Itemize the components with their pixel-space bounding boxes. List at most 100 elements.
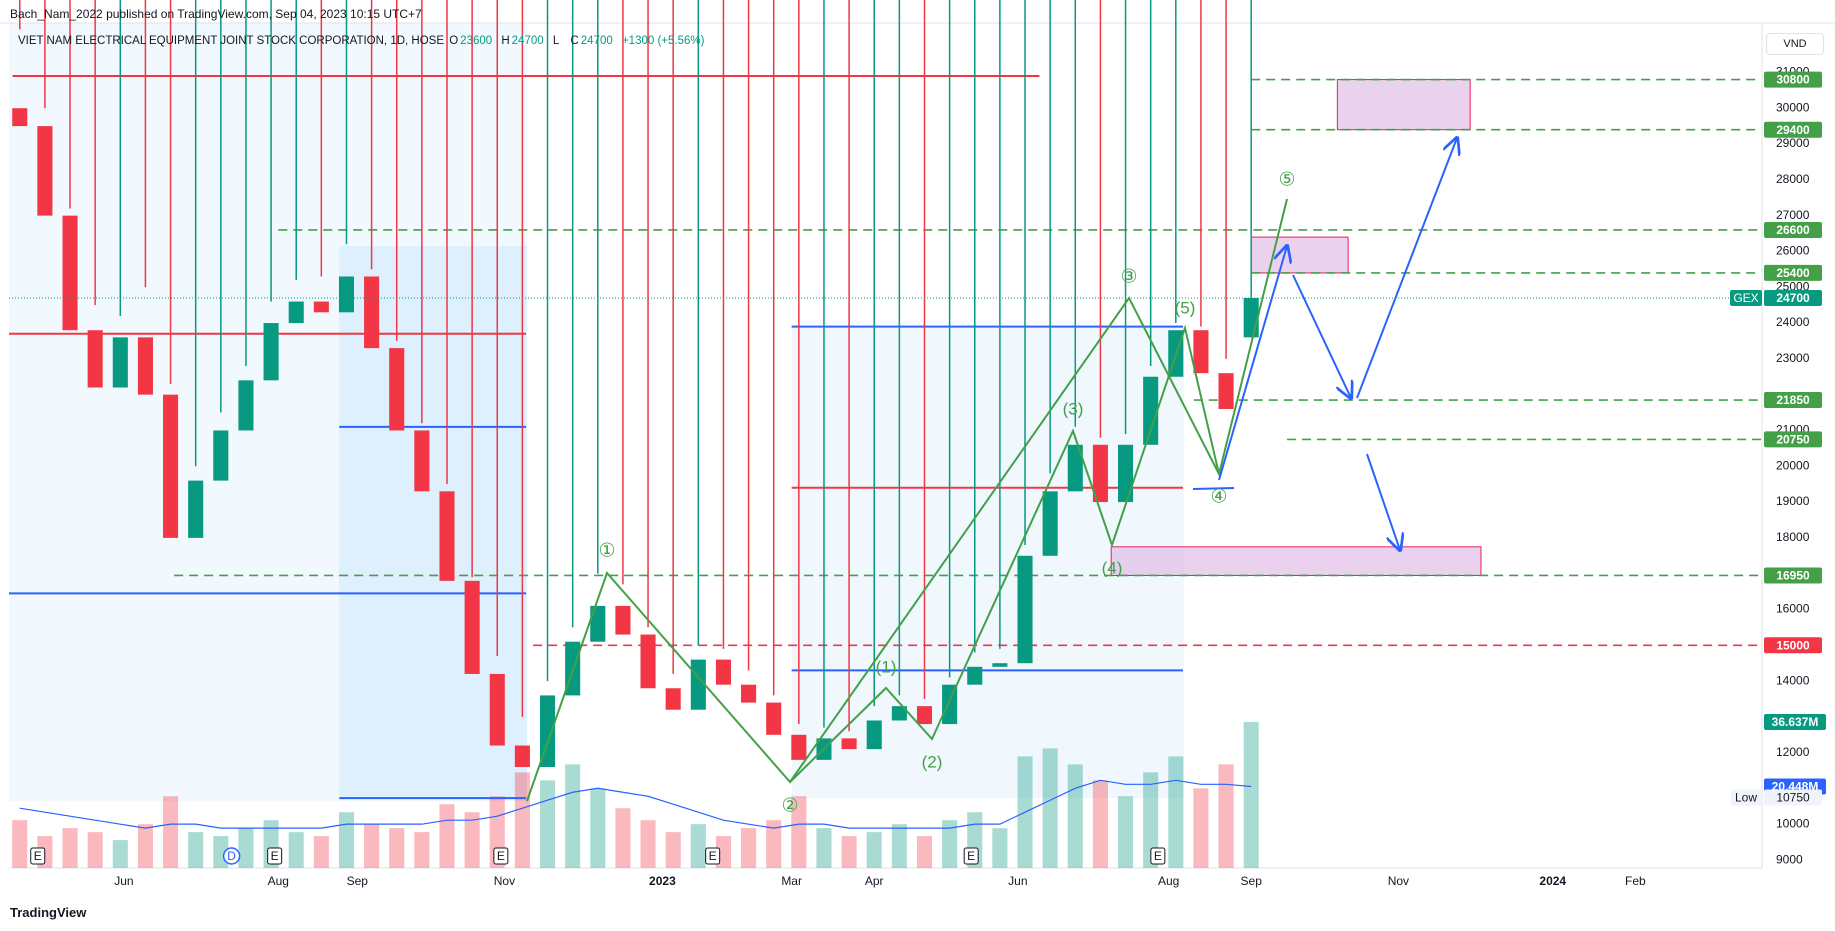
candle-body <box>1067 444 1083 492</box>
volume-bar <box>615 808 631 868</box>
low-tag-box <box>1731 789 1762 806</box>
candle-body <box>439 491 455 581</box>
candle-body <box>590 605 606 642</box>
candle-body <box>715 659 731 685</box>
y-tick-label: 30000 <box>1776 100 1810 114</box>
volume-bar <box>1042 748 1058 868</box>
y-tick-label: 24000 <box>1776 315 1810 329</box>
candle-body <box>263 323 279 381</box>
level-price-box <box>1764 71 1822 88</box>
symbol-tag: GEX <box>1733 291 1758 305</box>
candle-body <box>414 430 430 492</box>
currency-button[interactable]: VND <box>1766 33 1824 55</box>
last-price-label: 24700 <box>1776 291 1810 305</box>
arrow <box>1366 453 1400 550</box>
candle-body <box>87 330 103 388</box>
x-tick-label: Aug <box>1158 874 1179 888</box>
volume-label-box <box>1764 713 1826 730</box>
event-marker <box>267 847 283 865</box>
volume-bar <box>338 812 355 868</box>
volume-bar <box>539 780 556 868</box>
level-price-box <box>1764 121 1822 138</box>
y-tick-label: 14000 <box>1776 673 1810 687</box>
footer-logo: TradingView <box>10 905 87 920</box>
candle-body <box>841 738 857 750</box>
volume-bar <box>916 836 933 868</box>
event-label: E <box>967 849 975 863</box>
wave-label: ⑤ <box>1278 169 1295 191</box>
event-label: E <box>34 849 42 863</box>
candle-body <box>916 706 933 725</box>
event-marker <box>1150 847 1166 865</box>
candle-body <box>313 301 329 313</box>
volume-bar <box>565 764 581 868</box>
wave-label: ④ <box>1210 486 1227 508</box>
event-marker <box>705 847 721 865</box>
volume-bar <box>942 820 958 868</box>
candle-body <box>766 702 782 735</box>
low-price-box <box>1764 789 1822 806</box>
x-tick-label: Jun <box>1008 874 1027 888</box>
ohlc-value: 24700 <box>511 35 544 47</box>
low-price-label: 10750 <box>1776 791 1810 805</box>
y-tick-label: 10000 <box>1776 816 1810 830</box>
volume-bar <box>1193 788 1209 868</box>
event-label: D <box>227 849 236 863</box>
volume-bar <box>62 828 78 868</box>
volume-bar <box>414 832 430 868</box>
drawing-line <box>1192 487 1235 490</box>
legend: VIET NAM ELECTRICAL EQUIPMENT JOINT STOC… <box>18 35 710 47</box>
target-zone <box>1336 79 1471 131</box>
volume-ma-line <box>19 779 1252 829</box>
event-marker <box>30 847 46 865</box>
candle-body <box>163 394 179 538</box>
candle-body <box>37 126 53 216</box>
level-price-box <box>1764 567 1822 584</box>
volume-bar <box>841 836 857 868</box>
volume-bar <box>313 836 329 868</box>
candle-body <box>992 663 1008 667</box>
candle-body <box>1143 376 1159 445</box>
volume-bar <box>741 828 757 868</box>
candle-body <box>137 337 153 395</box>
candle-body <box>665 688 681 710</box>
x-tick-label: Jun <box>114 874 133 888</box>
level-price-label: 15000 <box>1776 638 1810 652</box>
x-tick-label: Nov <box>1388 874 1409 888</box>
wave-label: (3) <box>1063 399 1084 418</box>
candle-body <box>539 695 556 768</box>
volume-bar <box>891 824 907 868</box>
candle-body <box>615 605 631 635</box>
x-tick-label: Sep <box>347 874 369 888</box>
wave-label: (2) <box>922 752 943 771</box>
volume-bar <box>816 828 832 868</box>
y-tick-label: 20000 <box>1776 458 1810 472</box>
symbol-tag-box <box>1730 289 1762 306</box>
event-marker <box>222 847 241 865</box>
volume-bar <box>766 820 782 868</box>
volume-bar <box>439 804 455 868</box>
y-tick-label: 19000 <box>1776 494 1810 508</box>
volume-bar <box>1067 764 1083 868</box>
x-tick-label: 2024 <box>1539 874 1566 888</box>
volume-bar <box>1218 764 1234 868</box>
volume-bar <box>1092 780 1108 868</box>
volume-bar <box>364 824 380 868</box>
volume-bar <box>464 812 480 868</box>
y-tick-label: 18000 <box>1776 530 1810 544</box>
candle-body <box>967 666 983 685</box>
event-label: E <box>1154 849 1162 863</box>
candle-body <box>112 337 128 388</box>
y-tick-label: 12000 <box>1776 745 1810 759</box>
axis-layer: 9000 10000 12000 14000 16000 18000 19000 20000 2… <box>30 65 1826 888</box>
candle-body <box>514 745 530 768</box>
drawings-layer: ① ② ③ ④ ⑤ (1) (2) (3) (4) (5) <box>526 138 1457 817</box>
data-layer <box>9 0 1761 868</box>
volume-bar <box>238 828 254 868</box>
x-tick-label: Sep <box>1241 874 1263 888</box>
volume-bar <box>12 820 28 868</box>
volume-bar <box>1118 796 1134 868</box>
level-price-box <box>1764 221 1822 238</box>
price-change: +1300 (+5.56%) <box>621 35 705 47</box>
